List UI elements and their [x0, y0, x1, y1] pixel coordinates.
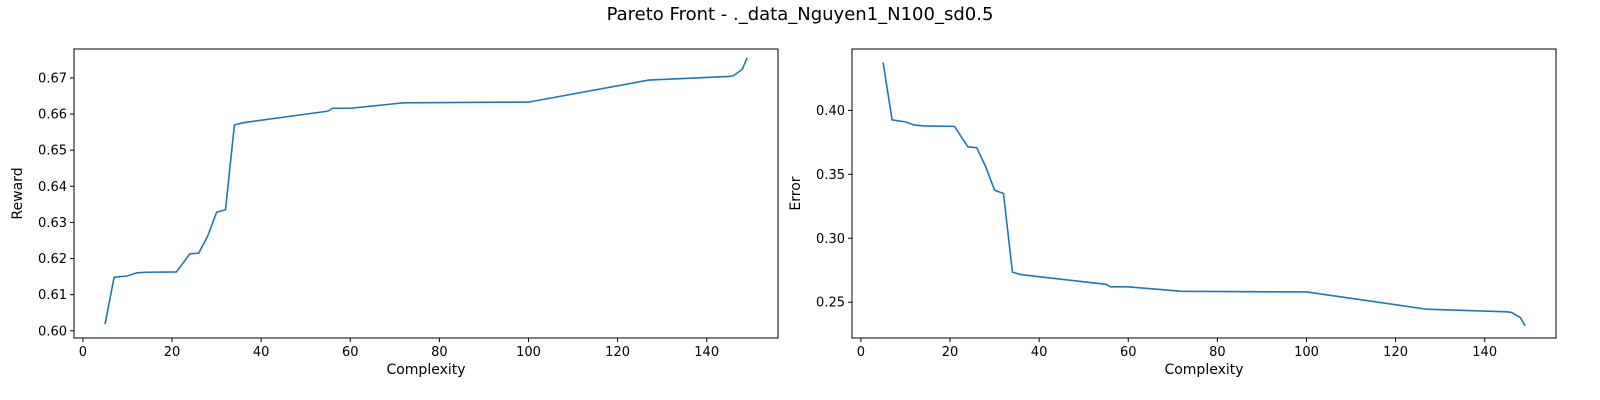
plot-frame	[73, 48, 779, 339]
y-tick-label: 0.25	[816, 296, 845, 311]
series-line	[104, 57, 748, 325]
y-tick-label: 0.40	[816, 104, 845, 119]
x-tick-label: 60	[1120, 345, 1137, 360]
y-tick-label: 0.60	[38, 324, 67, 339]
y-tick-label: 0.66	[38, 108, 67, 123]
x-tick-label: 40	[1031, 345, 1048, 360]
y-tick-label: 0.35	[816, 168, 845, 183]
y-tick-label: 0.61	[38, 288, 67, 303]
x-tick-label: 120	[605, 345, 630, 360]
plot-frame	[851, 48, 1557, 339]
y-axis-label: Reward	[10, 167, 26, 219]
x-tick-label: 80	[1209, 345, 1226, 360]
x-tick-label: 20	[164, 345, 181, 360]
series-line	[882, 62, 1526, 327]
x-tick-label: 120	[1383, 345, 1408, 360]
y-tick-label: 0.62	[38, 252, 67, 267]
x-axis-label: Complexity	[386, 362, 465, 378]
y-tick-label: 0.67	[38, 71, 67, 86]
x-tick-label: 100	[1294, 345, 1319, 360]
x-tick-label: 0	[79, 345, 87, 360]
y-tick-label: 0.65	[38, 144, 67, 159]
x-tick-label: 60	[342, 345, 359, 360]
x-tick-label: 140	[1472, 345, 1497, 360]
y-tick-label: 0.30	[816, 232, 845, 247]
x-axis-label: Complexity	[1164, 362, 1243, 378]
y-axis-label: Error	[788, 176, 804, 210]
x-tick-label: 20	[942, 345, 959, 360]
chart-panel-2: 0 20 40 60 80 100 120 140 0.25 0.30 0.35 0.40 Comple…	[788, 48, 1557, 378]
x-tick-label: 100	[516, 345, 541, 360]
x-tick-label: 140	[694, 345, 719, 360]
y-tick-label: 0.64	[38, 180, 67, 195]
x-tick-label: 40	[253, 345, 270, 360]
chart-panel-1: 0 20 40 60 80 100 120 140 0.60 0.61 0.62 0.63 0.64 0.…	[10, 48, 779, 378]
y-tick-label: 0.63	[38, 216, 67, 231]
figure-title: Pareto Front - ._data_Nguyen1_N100_sd0.5	[606, 4, 994, 25]
x-tick-label: 0	[857, 345, 865, 360]
x-tick-label: 80	[431, 345, 448, 360]
